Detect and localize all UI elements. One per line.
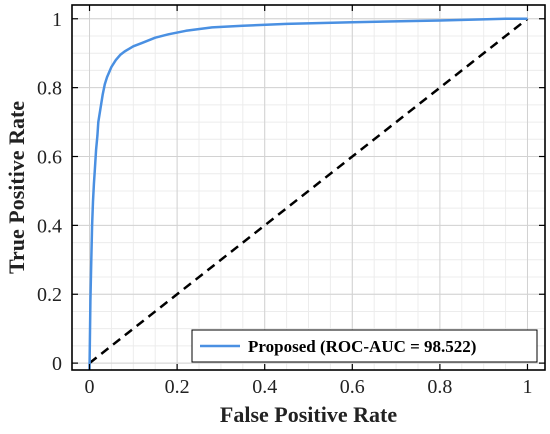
x-tick-label: 0.2	[165, 376, 190, 398]
ticks-layer: 0 0.2 0.4 0.6 0.8 1 0 0.2 0.4 0.6 0.8 1	[37, 5, 545, 398]
x-tick-label: 0	[85, 376, 95, 398]
y-tick-label: 1	[52, 9, 62, 31]
y-tick-label: 0.2	[37, 284, 62, 306]
plot-frame	[71, 4, 546, 371]
x-tick-label: 0.6	[340, 376, 365, 398]
y-tick-label: 0	[52, 353, 62, 375]
series-layer	[88, 17, 529, 371]
chance-diagonal-line	[88, 17, 529, 365]
roc-curve-line	[88, 17, 528, 371]
x-tick-label: 0.8	[427, 376, 452, 398]
y-tick-label: 0.8	[37, 78, 62, 100]
y-tick-label: 0.6	[37, 147, 62, 169]
legend-label: Proposed (ROC-AUC = 98.522)	[248, 337, 476, 356]
x-tick-label: 1	[522, 376, 532, 398]
legend-box	[191, 329, 538, 363]
y-axis-title: True Positive Rate	[4, 101, 29, 274]
y-tick-label: 0.4	[37, 215, 62, 237]
legend: Proposed (ROC-AUC = 98.522)	[191, 329, 538, 363]
x-axis-title: False Positive Rate	[220, 402, 397, 427]
x-tick-label: 0.4	[252, 376, 277, 398]
